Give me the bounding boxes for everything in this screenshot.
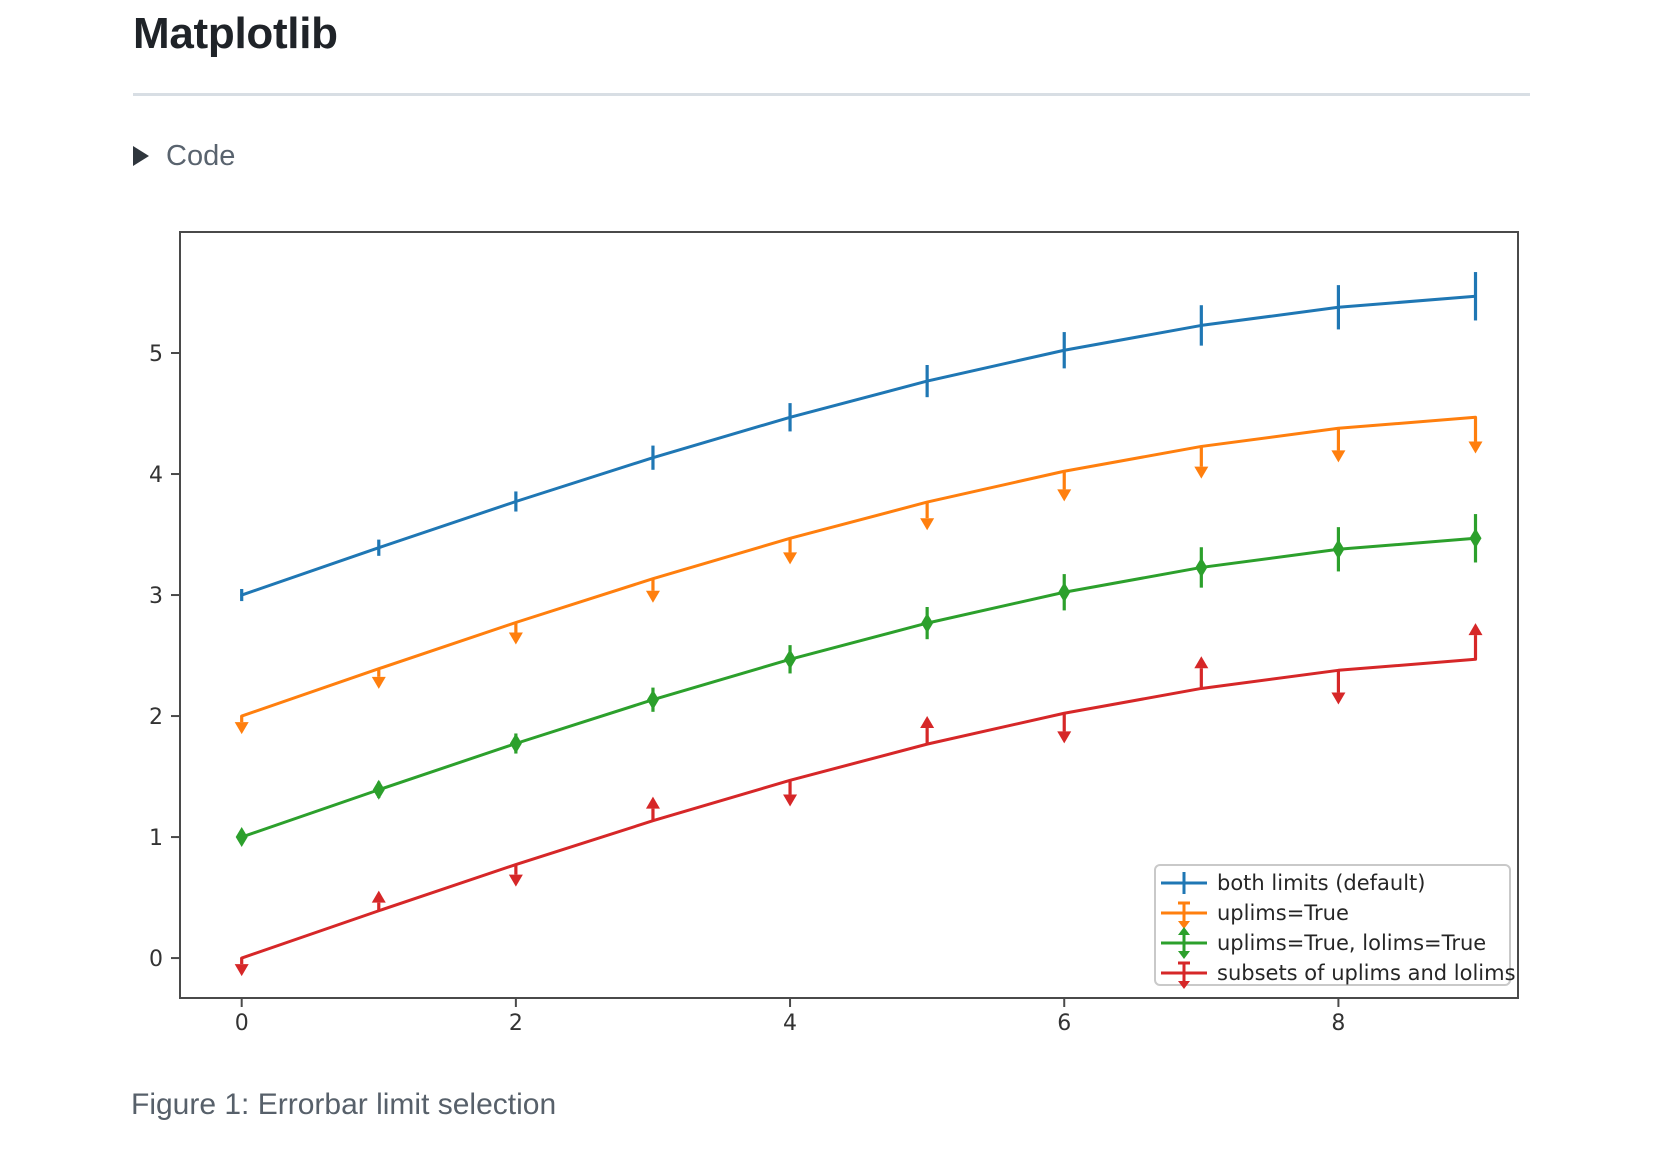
legend-glyph-0: [1161, 872, 1207, 894]
y-axis-ticks: 0 1 2 3 4 5: [149, 342, 180, 972]
y-tick-label: 1: [149, 826, 163, 851]
series-2: [235, 514, 1482, 848]
legend-glyph-3: [1161, 961, 1207, 989]
series-1: [234, 415, 1483, 735]
triangle-right-icon: [133, 146, 149, 166]
legend-label-0: both limits (default): [1217, 871, 1425, 895]
series-line-3: [240, 657, 1478, 960]
series-3: [234, 623, 1483, 977]
series-errorbars-0: [240, 272, 1478, 602]
x-axis-ticks: 0 2 4 6 8: [235, 998, 1345, 1036]
figure-caption: Figure 1: Errorbar limit selection: [131, 1088, 557, 1121]
legend-glyph-1: [1161, 901, 1207, 929]
legend-glyph-2: [1161, 927, 1207, 959]
y-tick-label: 2: [149, 705, 163, 730]
series-line-1: [240, 415, 1478, 718]
code-toggle-label: Code: [166, 140, 236, 172]
series-line-0: [240, 294, 1478, 597]
legend-label-1: uplims=True: [1217, 901, 1349, 925]
legend-label-3: subsets of uplims and lolims: [1217, 961, 1516, 985]
legend: both limits (default) uplims=True uplims=T…: [1154, 864, 1516, 989]
code-toggle[interactable]: Code: [133, 137, 235, 175]
x-tick-label: 8: [1331, 1011, 1345, 1036]
y-tick-label: 0: [149, 947, 163, 972]
y-tick-label: 3: [149, 584, 163, 609]
x-tick-label: 0: [235, 1011, 249, 1036]
title-divider: [133, 93, 1530, 96]
figure: 0 2 4 6 8 0 1 2 3 4 5 both limits (default) uplims=T…: [130, 215, 1540, 1055]
axes-frame: [179, 231, 1519, 999]
legend-label-2: uplims=True, lolims=True: [1217, 931, 1486, 955]
x-tick-label: 2: [509, 1011, 523, 1036]
series-0: [240, 272, 1478, 602]
x-tick-label: 6: [1057, 1011, 1071, 1036]
x-tick-label: 4: [783, 1011, 797, 1036]
series-errorbars-3: [234, 623, 1483, 977]
series-errorbars-2: [235, 514, 1482, 848]
series-errorbars-1: [234, 417, 1483, 735]
errorbar-chart-svg: 0 2 4 6 8 0 1 2 3 4 5 both limits (default) uplims=T…: [149, 231, 1519, 1036]
y-tick-label: 5: [149, 342, 163, 367]
series-line-2: [240, 536, 1478, 839]
page-title: Matplotlib: [133, 9, 338, 58]
y-tick-label: 4: [149, 463, 163, 488]
